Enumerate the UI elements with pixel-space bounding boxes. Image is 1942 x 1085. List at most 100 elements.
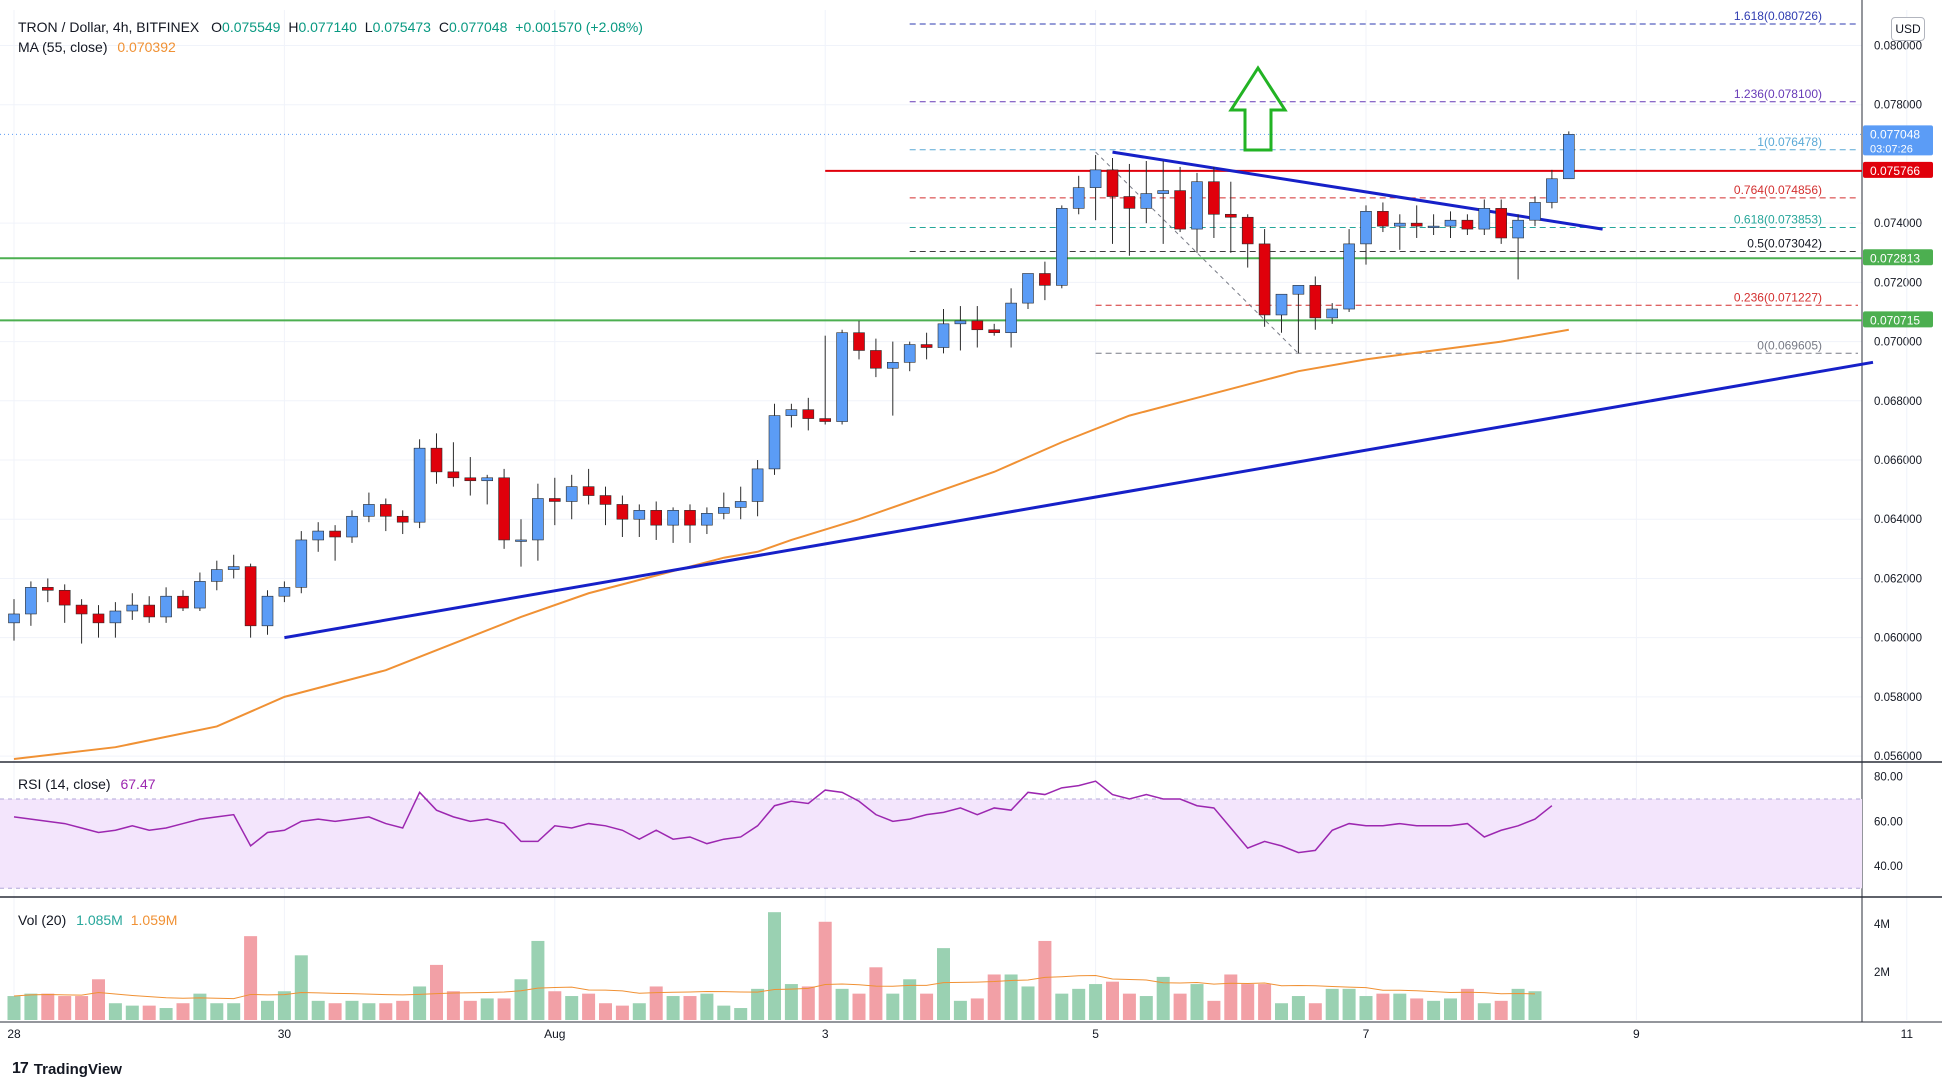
candle <box>1258 243 1271 316</box>
tradingview-logo-icon: 17 <box>12 1060 29 1077</box>
price-tick-label: 0.074000 <box>1874 218 1922 230</box>
candle <box>1022 273 1034 304</box>
candle <box>413 447 426 523</box>
currency-badge[interactable]: USD <box>1891 17 1925 41</box>
volume-bar <box>1038 940 1052 1020</box>
volume-bar <box>379 1003 393 1020</box>
price-tick-label: 0.068000 <box>1874 396 1922 408</box>
candle <box>346 515 358 538</box>
time-tick-label: 11 <box>1901 1027 1914 1041</box>
rsi-tick-label: 60.00 <box>1874 816 1903 828</box>
candle <box>464 477 477 482</box>
candle <box>1106 169 1119 197</box>
volume-tick-label: 4M <box>1874 919 1890 931</box>
volume-bar <box>1089 984 1103 1020</box>
volume-bar <box>294 955 308 1020</box>
volume-bar <box>920 993 934 1020</box>
candle <box>701 513 713 526</box>
price-tick-label: 0.062000 <box>1874 573 1922 585</box>
candle <box>1174 190 1186 230</box>
fib-level-label: 0.5(0.073042) <box>1747 237 1822 251</box>
volume-bar <box>1207 1000 1221 1020</box>
volume-bar <box>666 996 680 1020</box>
volume-bar <box>1511 988 1525 1020</box>
volume-bar <box>1393 993 1407 1020</box>
volume-bar <box>937 948 950 1020</box>
volume-bar <box>227 1003 241 1020</box>
candle <box>1056 208 1068 286</box>
volume-bar <box>1072 988 1086 1020</box>
candle <box>1495 208 1507 239</box>
candle <box>1512 219 1524 239</box>
candle <box>143 604 155 618</box>
price-tick-label: 0.056000 <box>1874 751 1922 763</box>
fib-level-label: 0.236(0.071227) <box>1734 290 1822 304</box>
volume-bar <box>41 993 55 1020</box>
candle <box>1039 273 1051 286</box>
symbol-legend: TRON / Dollar, 4h, BITFINEX O0.075549 H0… <box>18 18 643 36</box>
tradingview-logo[interactable]: 17 TradingView <box>12 1060 122 1078</box>
candle <box>1563 134 1575 180</box>
rsi-band <box>0 799 1862 889</box>
price-axis-tag-label: 0.070715 <box>1870 313 1920 327</box>
candle <box>498 477 510 541</box>
candle <box>363 504 375 517</box>
change-value: +0.001570 (+2.08%) <box>515 19 643 35</box>
candle <box>971 320 984 331</box>
price-axis-tag-label: 0.077048 <box>1870 127 1920 141</box>
time-tick-label: 5 <box>1092 1027 1099 1041</box>
volume-bar <box>1055 993 1069 1020</box>
candle <box>481 477 494 482</box>
volume-bar <box>244 936 258 1020</box>
high-value: 0.077140 <box>298 19 357 35</box>
volume-bar <box>1308 1003 1322 1020</box>
volume-bar <box>125 1005 139 1020</box>
volume-bar <box>430 964 443 1020</box>
candle <box>515 539 527 542</box>
candle <box>836 332 848 422</box>
low-label: L <box>364 19 373 35</box>
falling-resistance-trendline <box>1112 150 1603 231</box>
volume-bar <box>1427 1000 1441 1020</box>
volume-bar <box>1241 984 1255 1020</box>
time-tick-label: Aug <box>544 1027 565 1041</box>
ma-label: MA (55, close) <box>18 39 108 55</box>
volume-bar <box>734 1008 748 1020</box>
volume-bar <box>1139 996 1153 1020</box>
candle <box>565 486 578 502</box>
rsi-label: RSI (14, close) <box>18 776 111 792</box>
candle <box>1309 285 1322 319</box>
candle <box>1343 243 1355 310</box>
candle <box>194 581 206 609</box>
time-tick-label: 9 <box>1633 1027 1640 1041</box>
candle <box>41 587 54 591</box>
volume-bar <box>768 912 781 1020</box>
volume-bar <box>548 991 562 1020</box>
price-axis-tag <box>1863 249 1933 266</box>
volume-bar <box>531 940 545 1020</box>
candle <box>1123 196 1136 209</box>
candle <box>109 610 122 624</box>
fib-level-label: 1.236(0.078100) <box>1734 87 1822 101</box>
candle <box>1292 285 1305 295</box>
volume-bar <box>142 1005 156 1020</box>
volume-bar <box>582 993 596 1020</box>
candle <box>616 504 629 520</box>
candle <box>379 504 392 517</box>
volume-bar <box>615 1005 629 1020</box>
open-value: 0.075549 <box>222 19 281 35</box>
ma55-line <box>13 328 1569 761</box>
candle <box>244 566 257 627</box>
volume-bar <box>649 986 663 1020</box>
candle <box>988 329 1001 334</box>
volume-bar <box>751 988 765 1020</box>
candle <box>25 587 37 615</box>
candle <box>650 510 663 526</box>
volume-bar <box>886 993 900 1020</box>
candle <box>734 501 747 508</box>
volume-bar <box>599 1003 612 1020</box>
volume-bar <box>632 1003 646 1020</box>
volume-bar <box>987 974 1001 1020</box>
candle <box>227 566 240 570</box>
